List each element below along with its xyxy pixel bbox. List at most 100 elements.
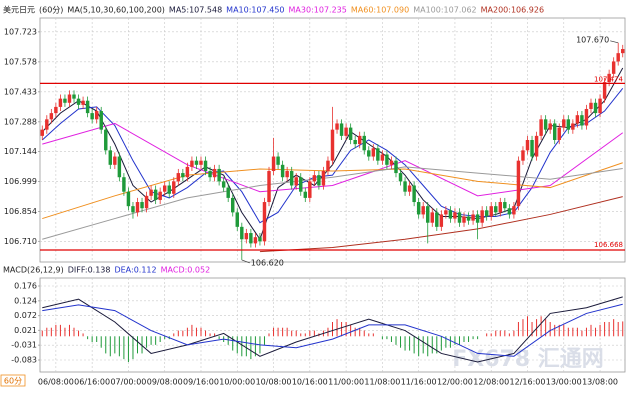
candle-body (267, 171, 271, 203)
candle-body (389, 160, 394, 165)
candle-body (153, 189, 158, 200)
x-tick-label: 09/08:00 (147, 378, 183, 387)
candle-body (104, 129, 108, 151)
candle-body (321, 171, 326, 186)
candle-body (262, 202, 267, 242)
candle-body (439, 214, 444, 227)
candle-body (403, 181, 407, 192)
y-tick-label: 106.999 (4, 177, 37, 186)
candle-body (426, 206, 430, 223)
level-label: 107.474 (594, 75, 623, 83)
candle-body (448, 210, 453, 219)
candle-body (317, 175, 321, 186)
candle-body (217, 168, 221, 182)
candle-body (135, 202, 140, 213)
candle-body (235, 212, 239, 227)
candle-body (108, 150, 113, 165)
candle-body (85, 100, 90, 114)
series-line (259, 196, 623, 253)
candle-body (131, 206, 135, 213)
watermark: FX678 汇通网 (452, 347, 604, 372)
candle-body (280, 164, 285, 178)
candle-body (362, 135, 366, 151)
legend-entry: MA60:107.090 (351, 6, 409, 15)
candle-body (521, 150, 525, 161)
candle-body (158, 191, 162, 200)
y-tick-label: 0.124 (14, 296, 37, 305)
annotation-label: 106.620 (251, 258, 284, 267)
candle-body (185, 166, 190, 178)
series-line (41, 87, 624, 224)
candle-body (589, 102, 593, 109)
candle-body (348, 127, 353, 140)
candle-body (294, 177, 298, 186)
candle-body (525, 140, 530, 151)
candle-body (475, 214, 480, 223)
y-tick-label: 107.578 (4, 57, 37, 66)
candle-body (466, 216, 471, 221)
candle-body (512, 206, 516, 215)
candle-body (212, 168, 217, 178)
candle-body (371, 148, 376, 157)
y-tick-label: 0.176 (14, 282, 37, 291)
candle-body (543, 119, 548, 130)
candle-body (444, 210, 448, 215)
annotation-pointer (241, 259, 250, 264)
x-tick-label: 11/08:00 (364, 378, 400, 387)
candle-body (453, 212, 457, 219)
candle-body (611, 61, 616, 74)
candle-body (494, 206, 498, 213)
candle-body (593, 102, 598, 114)
candle-body (54, 106, 58, 114)
candle-body (240, 226, 244, 240)
candle-body (303, 191, 308, 198)
series-line (42, 303, 623, 357)
legend-entry: MA30:107.235 (289, 6, 347, 15)
candle-body (507, 208, 512, 215)
period-box (0, 374, 26, 387)
chart-title: 美元日元 (3, 5, 35, 15)
candle-body (330, 129, 335, 161)
candle-body (398, 173, 403, 182)
y-tick-label: 107.144 (4, 147, 37, 156)
candle-body (63, 98, 67, 103)
candle-body (81, 100, 85, 105)
y-tick-label: 107.288 (4, 117, 37, 126)
candle-body (144, 195, 149, 209)
candle-body (253, 237, 258, 244)
candle-body (299, 177, 303, 192)
candle-body (484, 210, 489, 217)
candle-body (575, 115, 580, 124)
candle-body (552, 123, 557, 140)
candle-body (172, 181, 176, 194)
candle-body (226, 187, 230, 198)
legend-entry: DIFF:0.138 (68, 266, 111, 275)
candle-body (498, 202, 503, 213)
candle-body (462, 216, 466, 223)
candle-body (367, 150, 371, 157)
candle-body (380, 154, 385, 161)
candle-body (90, 113, 94, 120)
y-tick-label: 107.433 (4, 87, 37, 96)
legend-entry: MA10:107.450 (226, 6, 284, 15)
candle-body (308, 181, 312, 198)
candle-body (335, 123, 339, 130)
legend-entry: MA5:107.548 (169, 6, 222, 15)
y-tick-label: -0.083 (11, 356, 37, 365)
candle-body (435, 212, 439, 227)
y-tick-label: 106.854 (4, 207, 37, 216)
candle-body (516, 160, 521, 207)
period-tag: 60分 (4, 377, 22, 386)
annotation-label: 107.670 (576, 35, 609, 44)
candle-body (72, 94, 76, 99)
candle-body (122, 177, 126, 192)
candle-body (126, 191, 131, 207)
candle-body (480, 210, 484, 223)
candle-body (353, 140, 357, 145)
candle-body (67, 94, 72, 103)
x-tick-label: 12/08:00 (473, 378, 509, 387)
candle-body (208, 171, 212, 178)
candle-body (471, 214, 475, 221)
